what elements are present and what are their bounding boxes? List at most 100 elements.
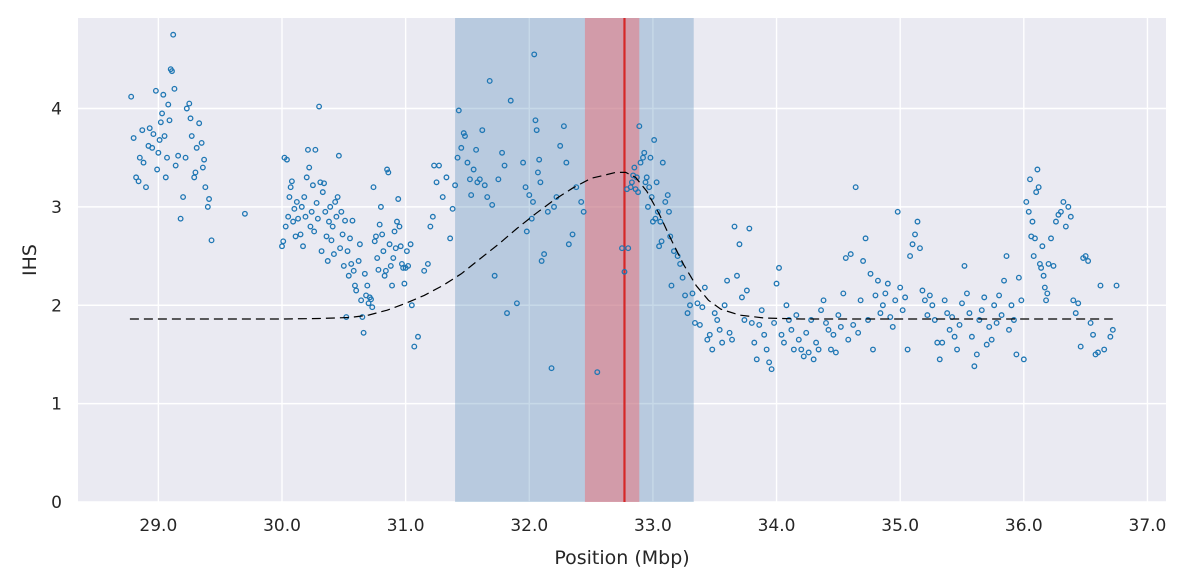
- data-point: [736, 241, 743, 248]
- data-point: [196, 120, 203, 127]
- data-point: [941, 297, 948, 304]
- data-point: [763, 346, 770, 353]
- data-point: [311, 228, 318, 235]
- data-point: [823, 320, 829, 326]
- data-point: [1050, 262, 1057, 269]
- data-point: [1027, 176, 1033, 183]
- data-point: [656, 243, 663, 250]
- data-point: [329, 223, 336, 230]
- data-point: [321, 180, 327, 187]
- y-axis-label: IHS: [19, 244, 41, 276]
- data-point: [394, 218, 400, 225]
- data-point: [495, 176, 502, 183]
- data-point: [889, 323, 896, 330]
- data-point: [1043, 297, 1050, 304]
- data-point: [694, 300, 701, 307]
- data-point: [637, 159, 644, 166]
- data-point: [484, 194, 491, 200]
- data-point: [870, 346, 876, 353]
- data-point: [731, 223, 738, 230]
- data-point: [761, 331, 768, 338]
- data-point: [689, 290, 696, 297]
- data-point: [726, 329, 733, 336]
- data-point: [1095, 349, 1101, 356]
- data-point: [808, 317, 815, 323]
- data-point: [1034, 166, 1041, 173]
- data-point: [513, 300, 520, 307]
- data-point: [867, 270, 874, 277]
- data-point: [395, 196, 402, 202]
- data-point: [130, 135, 137, 141]
- data-point: [166, 117, 173, 124]
- data-point: [530, 199, 536, 205]
- data-point: [415, 333, 421, 340]
- data-point: [491, 272, 498, 279]
- data-point: [743, 287, 750, 294]
- data-points: [128, 31, 1120, 376]
- data-point: [1035, 184, 1042, 191]
- data-point: [1030, 253, 1037, 260]
- data-point: [150, 131, 157, 138]
- data-point: [998, 312, 1005, 319]
- data-point: [892, 297, 899, 304]
- data-point: [295, 215, 302, 222]
- data-point: [954, 346, 961, 353]
- x-tick-labels: 29.0 30.0 31.0 32.0 33.0 34.0 35.0 36.0 37.0: [139, 516, 1166, 536]
- data-point: [1006, 326, 1012, 333]
- data-point: [921, 297, 928, 304]
- data-point: [337, 245, 344, 252]
- data-point: [133, 174, 140, 181]
- data-point: [139, 127, 146, 134]
- data-point: [136, 154, 143, 161]
- data-point: [557, 142, 564, 149]
- data-point: [370, 184, 377, 191]
- data-point: [177, 215, 184, 222]
- x-tick-label: 36.0: [1005, 516, 1043, 536]
- data-point: [773, 280, 780, 287]
- data-point: [353, 287, 360, 294]
- data-point: [439, 194, 446, 200]
- data-point: [706, 331, 713, 338]
- fit-curve: [129, 171, 1113, 320]
- data-point: [746, 225, 753, 232]
- data-point: [318, 248, 325, 255]
- data-point: [135, 178, 142, 185]
- data-point: [677, 260, 684, 267]
- data-point: [476, 176, 483, 183]
- data-point: [716, 326, 723, 333]
- data-point: [636, 123, 643, 130]
- data-point: [1053, 218, 1059, 225]
- data-point: [825, 326, 832, 333]
- data-point: [316, 103, 323, 110]
- data-point: [293, 199, 300, 205]
- data-point: [285, 213, 292, 220]
- data-point: [785, 317, 792, 323]
- data-point: [408, 302, 415, 309]
- data-point: [978, 307, 985, 314]
- data-point: [850, 321, 857, 328]
- data-point: [347, 235, 353, 242]
- data-point: [1085, 258, 1092, 264]
- data-point: [857, 297, 864, 304]
- data-point: [666, 208, 672, 215]
- data-point: [382, 267, 389, 274]
- data-point: [164, 154, 170, 161]
- data-point: [458, 144, 465, 151]
- data-point: [436, 162, 442, 169]
- data-point: [360, 329, 367, 336]
- data-point: [375, 266, 382, 273]
- data-point: [155, 149, 162, 156]
- data-point: [798, 346, 805, 353]
- data-point: [192, 169, 199, 176]
- data-point: [1033, 189, 1040, 196]
- data-point: [679, 274, 686, 281]
- data-point: [202, 184, 209, 191]
- data-point: [332, 199, 339, 205]
- data-point: [468, 192, 475, 199]
- data-point: [479, 127, 486, 134]
- data-point: [427, 223, 434, 230]
- data-point: [847, 251, 854, 258]
- data-point: [711, 310, 718, 317]
- data-point: [152, 87, 159, 94]
